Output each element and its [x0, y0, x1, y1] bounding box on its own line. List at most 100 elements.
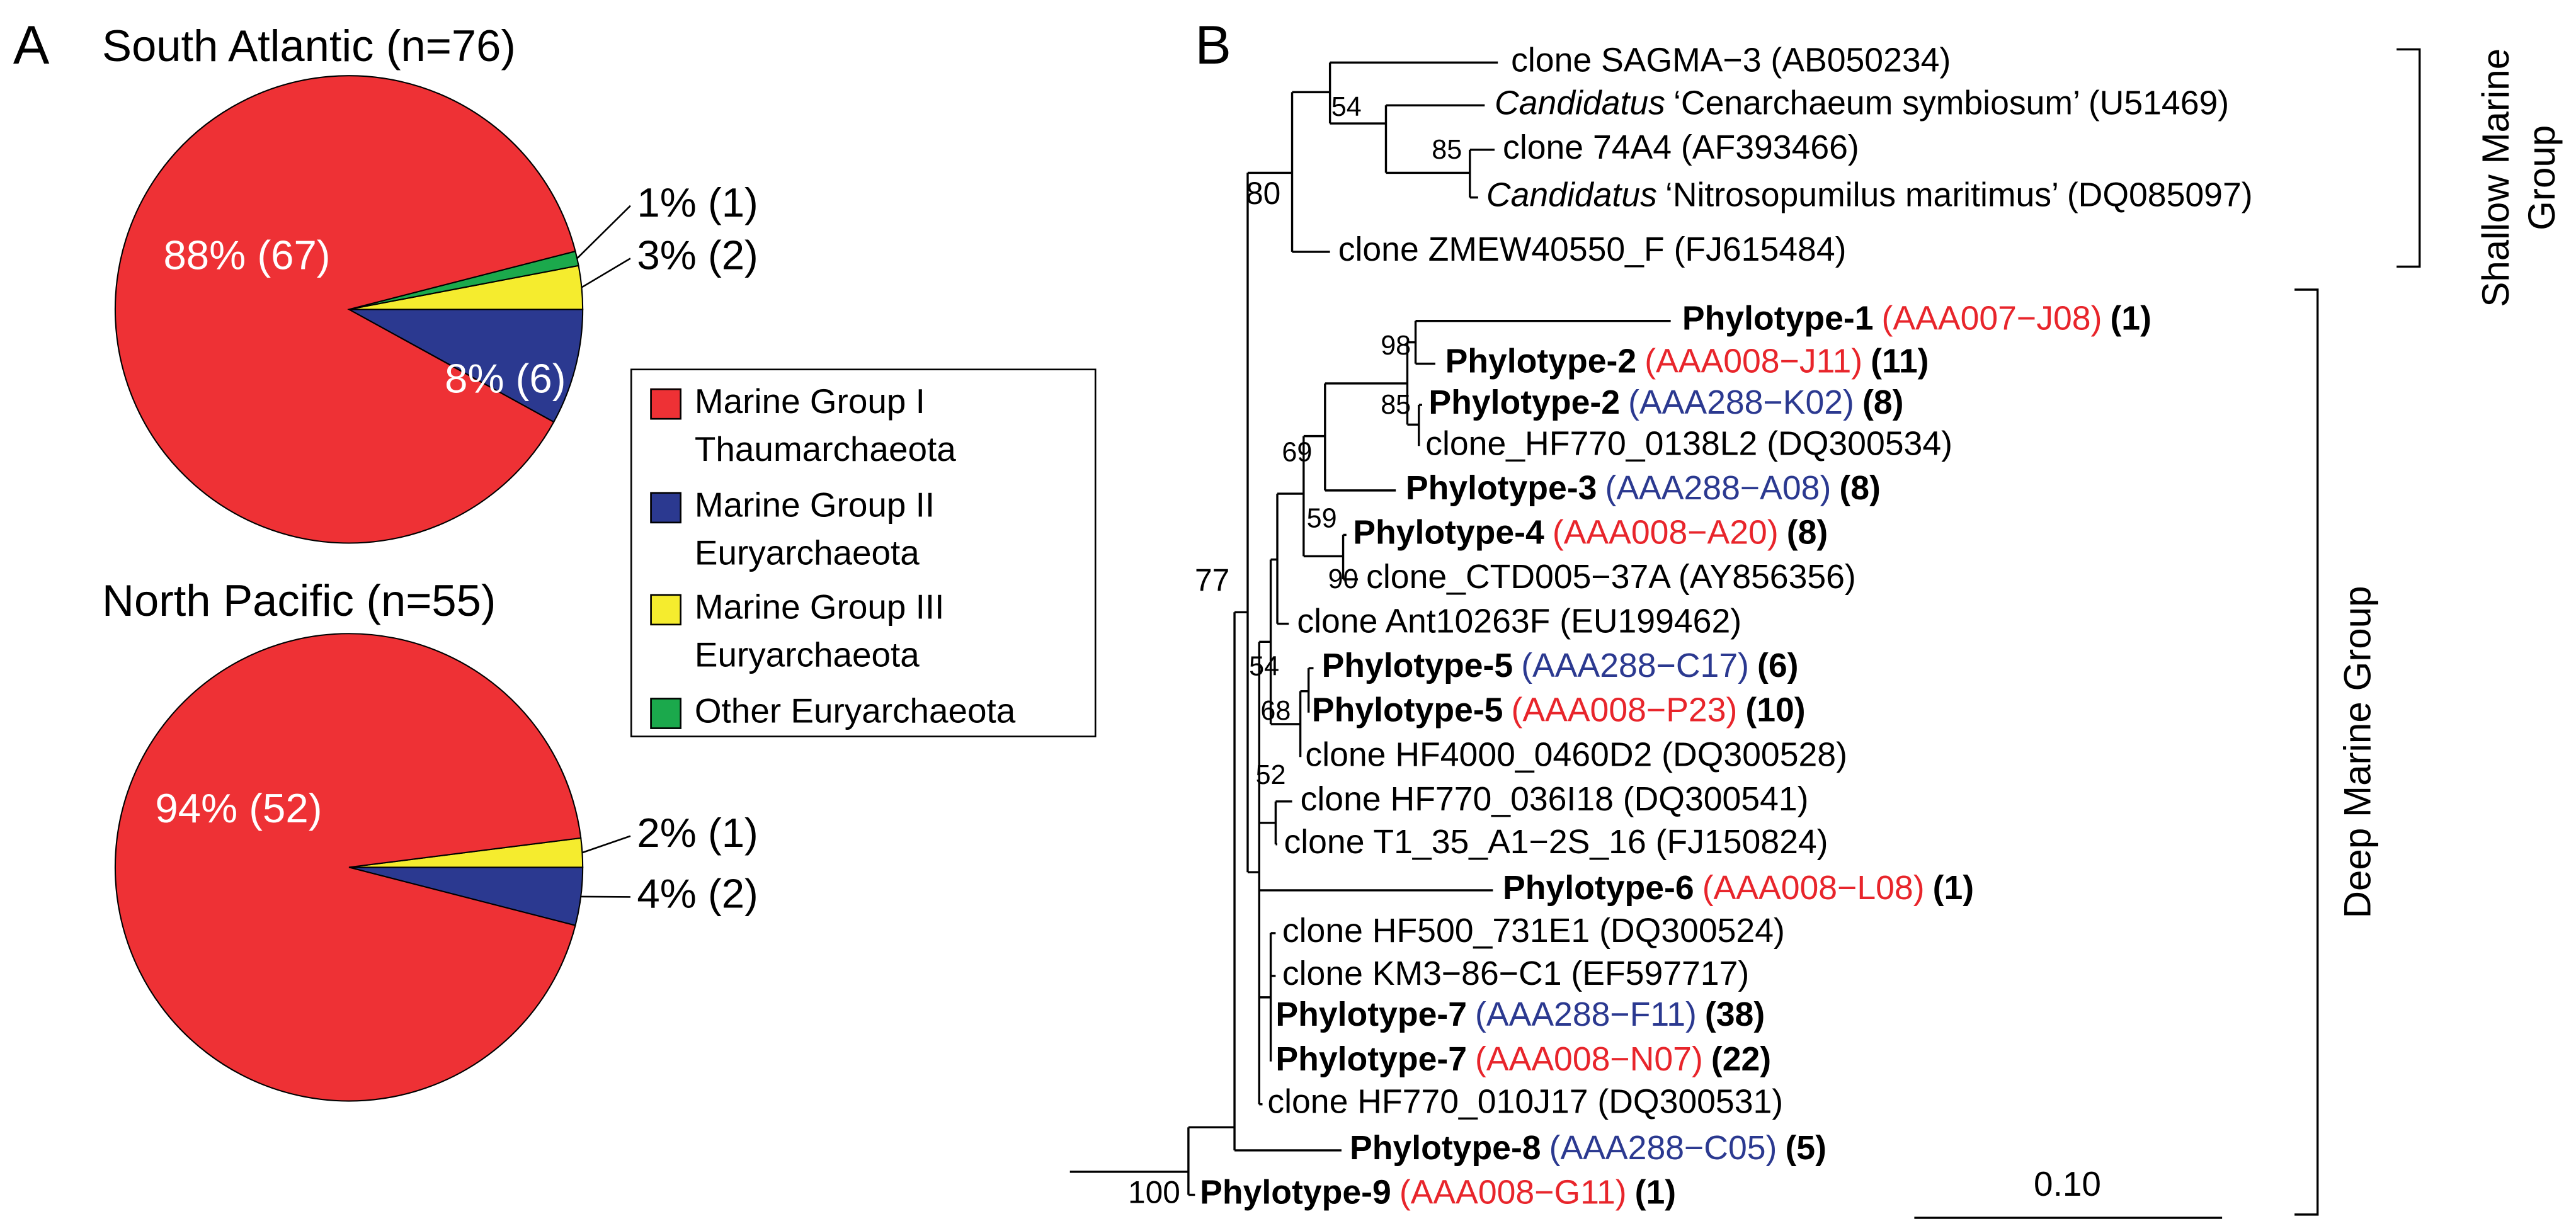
group-label: Shallow Marine Group	[2473, 48, 2563, 307]
leaf-count: (38)	[1705, 996, 1765, 1033]
legend-swatch	[650, 388, 681, 420]
leaf-isolate: (AAA008−J11)	[1644, 343, 1862, 380]
leaf-count: (8)	[1787, 514, 1828, 552]
leaf-count: (1)	[2110, 300, 2151, 338]
pie-value-label: 2% (1)	[637, 810, 758, 856]
pie-slice	[348, 309, 584, 423]
leaf-label: clone HF500_731E1 (DQ300524)	[1282, 912, 1785, 950]
group-bracket	[2294, 288, 2319, 1216]
leaf-phylotype: Phylotype-2	[1445, 343, 1637, 380]
leaf-phylotype: Phylotype-4	[1353, 514, 1544, 552]
leaf-isolate: (AAA288−C17)	[1521, 647, 1749, 684]
leaf-phylotype: Phylotype-8	[1350, 1130, 1541, 1167]
pie-value-label: 88% (67)	[163, 232, 330, 278]
legend-swatch	[650, 696, 681, 729]
leaf-isolate: (AAA008−N07)	[1475, 1041, 1703, 1078]
bootstrap-value: 90	[1328, 564, 1359, 594]
leaf-label: Phylotype-4 (AAA008−A20) (8)	[1353, 514, 1828, 552]
leaf-genus: Candidatus	[1495, 84, 1665, 122]
bootstrap-value: 52	[1256, 760, 1286, 790]
leader-line	[581, 835, 631, 854]
leaf-label: clone HF770_036I18 (DQ300541)	[1301, 781, 1809, 818]
leaf-isolate: (AAA288−F11)	[1475, 996, 1697, 1033]
leaf-count: (5)	[1785, 1130, 1826, 1167]
pie-value-label: 1% (1)	[637, 179, 758, 225]
legend-swatch	[650, 594, 681, 626]
bootstrap-value: 77	[1195, 562, 1229, 598]
pie-slice	[114, 75, 576, 544]
leaf-label: clone_CTD005−37A (AY856356)	[1366, 559, 1856, 596]
leader-line	[576, 205, 631, 259]
leaf-label: Phylotype-3 (AAA288−A08) (8)	[1406, 470, 1881, 507]
leaf-label: clone_CTD005−37A (AY856356)	[1366, 559, 1856, 596]
leaf-label: clone KM3−86−C1 (EF597717)	[1282, 955, 1749, 992]
leaf-label: clone_HF770_0138L2 (DQ300534)	[1425, 425, 1952, 462]
panel-label: A	[13, 15, 50, 76]
legend-label: Marine Group I Thaumarchaeota	[694, 383, 956, 469]
leaf-label: clone_HF770_0138L2 (DQ300534)	[1425, 425, 1952, 462]
leaf-count: (1)	[1635, 1174, 1676, 1211]
leaf-label: ‘Cenarchaeum symbiosum’ (U51469)	[1673, 84, 2229, 122]
pie-value-label: 3% (2)	[637, 232, 758, 278]
leader-line	[581, 258, 631, 288]
leaf-label: Phylotype-5 (AAA008−P23) (10)	[1312, 692, 1806, 729]
leaf-label: clone ZMEW40550_F (FJ615484)	[1338, 231, 1847, 268]
leaf-label: Phylotype-1 (AAA007−J08) (1)	[1682, 300, 2151, 338]
leaf-label: clone HF500_731E1 (DQ300524)	[1282, 912, 1785, 950]
leaf-label: clone HF770_010J17 (DQ300531)	[1267, 1084, 1783, 1121]
leaf-label: Phylotype-9 (AAA008−G11) (1)	[1200, 1174, 1676, 1211]
leaf-label: clone ZMEW40550_F (FJ615484)	[1338, 231, 1847, 268]
leaf-label: clone SAGMA−3 (AB050234)	[1511, 42, 1951, 79]
bootstrap-value: 80	[1246, 176, 1280, 211]
group-bracket	[2396, 48, 2421, 268]
leaf-isolate: (AAA008−L08)	[1702, 870, 1925, 907]
leaf-label: Phylotype-5 (AAA288−C17) (6)	[1322, 647, 1799, 684]
leaf-label: clone HF4000_0460D2 (DQ300528)	[1305, 736, 1847, 773]
legend-swatch	[650, 491, 681, 523]
leaf-label: ‘Nitrosopumilus maritimus’ (DQ085097)	[1665, 177, 2253, 214]
leaf-genus: Candidatus	[1486, 177, 1657, 214]
leaf-label: clone Ant10263F (EU199462)	[1297, 603, 1741, 640]
pie-title: South Atlantic (n=76)	[102, 21, 516, 71]
leaf-count: (8)	[1839, 470, 1880, 507]
leaf-label: clone SAGMA−3 (AB050234)	[1511, 42, 1951, 79]
leaf-label: clone Ant10263F (EU199462)	[1297, 603, 1741, 640]
leaf-phylotype: Phylotype-3	[1406, 470, 1597, 507]
leaf-count: (10)	[1745, 692, 1805, 729]
leaf-phylotype: Phylotype-5	[1322, 647, 1513, 684]
leaf-label: Phylotype-7 (AAA288−F11) (38)	[1275, 996, 1765, 1033]
pie-value-label: 4% (2)	[637, 871, 758, 917]
leaf-label: Phylotype-6 (AAA008−L08) (1)	[1503, 870, 1974, 907]
pie-title: North Pacific (n=55)	[102, 576, 496, 625]
leaf-label: clone 74A4 (AF393466)	[1503, 129, 1859, 166]
pie-slice	[114, 633, 582, 1102]
leaf-count: (6)	[1757, 647, 1798, 684]
scale-bar-label: 0.10	[2034, 1164, 2101, 1203]
leaf-phylotype: Phylotype-5	[1312, 692, 1503, 729]
leaf-label: clone KM3−86−C1 (EF597717)	[1282, 955, 1749, 992]
leaf-label: clone HF770_010J17 (DQ300531)	[1267, 1084, 1783, 1121]
leaf-phylotype: Phylotype-9	[1200, 1174, 1391, 1211]
leaf-count: (1)	[1933, 870, 1974, 907]
bootstrap-value: 98	[1381, 331, 1411, 361]
bootstrap-value: 59	[1307, 503, 1337, 533]
pie-value-label: 94% (52)	[155, 785, 322, 831]
group-label: Deep Marine Group	[2335, 586, 2379, 919]
legend-label: Marine Group III Euryarchaeota	[694, 589, 945, 675]
leaf-phylotype: Phylotype-6	[1503, 870, 1694, 907]
leaf-isolate: (AAA008−P23)	[1512, 692, 1738, 729]
bootstrap-value: 68	[1260, 696, 1291, 726]
leaf-label: Candidatus ‘Cenarchaeum symbiosum’ (U5146…	[1495, 84, 2229, 122]
legend-label: Other Euryarchaeota	[694, 692, 1016, 730]
leaf-isolate: (AAA007−J08)	[1882, 300, 2102, 338]
leaf-label: clone 74A4 (AF393466)	[1503, 129, 1859, 166]
leaf-isolate: (AAA288−A08)	[1605, 470, 1832, 507]
pie-value-label: 8% (6)	[445, 356, 566, 402]
bootstrap-value: 85	[1432, 135, 1462, 165]
leaf-isolate: (AAA008−G11)	[1399, 1174, 1627, 1211]
leaf-label: Phylotype-7 (AAA008−N07) (22)	[1275, 1041, 1771, 1078]
leaf-label: Phylotype-2 (AAA288−K02) (8)	[1428, 384, 1903, 421]
bootstrap-value: 100	[1128, 1175, 1180, 1210]
bootstrap-value: 54	[1331, 92, 1362, 122]
